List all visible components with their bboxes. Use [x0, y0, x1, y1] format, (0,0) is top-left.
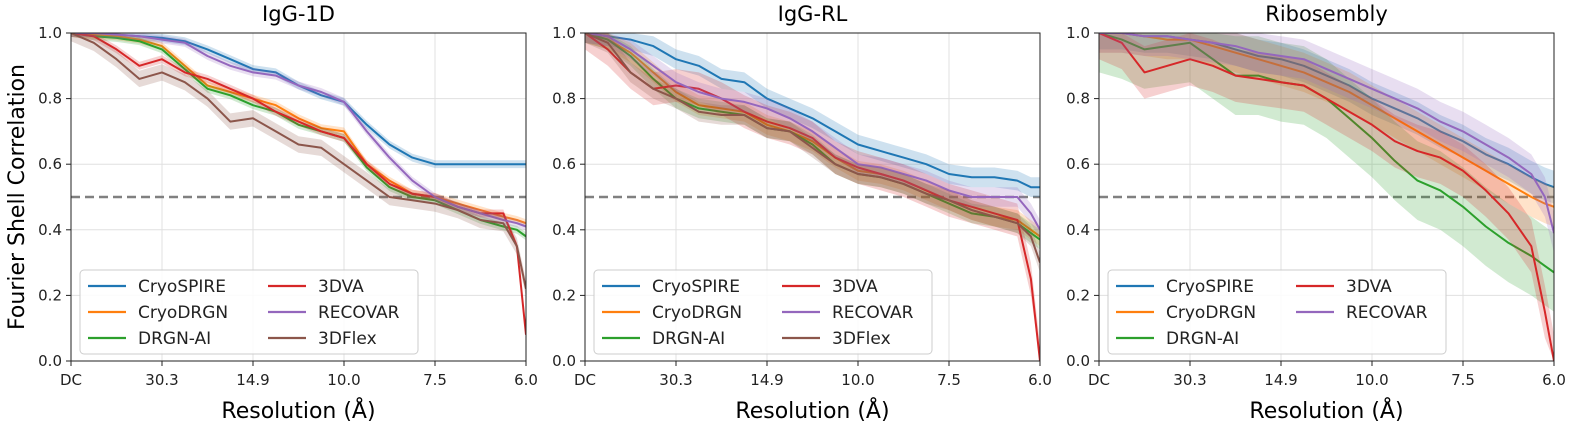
panels: DC 30.3 14.9 10.0 7.5 6.0 0.0 0.2 0.4 0.6 0.8 1.0 Ig…	[38, 2, 1566, 424]
x-tick-label: 7.5	[1451, 371, 1475, 389]
band-3dva	[585, 33, 1040, 361]
y-tick-label: 0.0	[1066, 352, 1090, 370]
y-tick-label: 0.4	[1066, 221, 1090, 239]
x-tick-label: DC	[1088, 371, 1110, 389]
legend-label-3dva: 3DVA	[832, 277, 878, 297]
series-line-3dva	[1099, 33, 1554, 361]
band-3dflex	[585, 33, 1040, 273]
plot-area	[1099, 33, 1554, 361]
panel-ribosembly: DC 30.3 14.9 10.0 7.5 6.0 0.0 0.2 0.4 0.6 0.8 1.0 Ri…	[1066, 2, 1566, 424]
x-tick-label: 30.3	[659, 371, 692, 389]
series-line-3dva	[585, 33, 1040, 361]
panel-igg-rl: DC 30.3 14.9 10.0 7.5 6.0 0.0 0.2 0.4 0.6 0.8 1.0 Ig…	[552, 2, 1052, 424]
x-tick-label: 14.9	[1264, 371, 1297, 389]
x-tick-label: 7.5	[423, 371, 447, 389]
legend-label-recovar: RECOVAR	[832, 303, 914, 323]
y-tick-label: 1.0	[38, 24, 62, 42]
y-tick-label: 0.6	[38, 155, 62, 173]
y-tick-label: 1.0	[552, 24, 576, 42]
y-tick-label: 0.0	[38, 352, 62, 370]
y-tick-label: 0.8	[552, 90, 576, 108]
y-tick-label: 0.2	[38, 286, 62, 304]
plot-area	[71, 33, 526, 339]
legend-label-recovar: RECOVAR	[1346, 303, 1428, 323]
band-drgn-ai	[585, 33, 1040, 250]
legend-label-drgn-ai: DRGN-AI	[138, 329, 211, 349]
legend-label-recovar: RECOVAR	[318, 303, 400, 323]
panel-title: Ribosembly	[1265, 2, 1388, 26]
x-tick-label: 10.0	[841, 371, 874, 389]
y-tick-label: 1.0	[1066, 24, 1090, 42]
series-line-recovar	[585, 33, 1040, 231]
y-tick-label: 0.2	[1066, 286, 1090, 304]
x-tick-label: 10.0	[327, 371, 360, 389]
y-axis-label: Fourier Shell Correlation	[5, 64, 30, 330]
series-line-recovar	[1099, 33, 1554, 234]
legend-label-cryospire: CryoSPIRE	[138, 277, 226, 297]
band-cryospire	[585, 33, 1040, 197]
legend-label-cryospire: CryoSPIRE	[652, 277, 740, 297]
band-drgn-ai	[1099, 33, 1554, 312]
legend-box	[593, 269, 933, 355]
legend-box	[79, 269, 419, 355]
y-tick-label: 0.8	[38, 90, 62, 108]
legend-label-drgn-ai: DRGN-AI	[1166, 329, 1239, 349]
y-tick-label: 0.0	[552, 352, 576, 370]
series-line-drgn-ai	[1099, 33, 1554, 274]
x-tick-label: 6.0	[1542, 371, 1566, 389]
y-tick-label: 0.6	[552, 155, 576, 173]
x-tick-label: DC	[574, 371, 596, 389]
legend: CryoSPIRE CryoDRGN DRGN-AI 3DVA RECOVAR 3DFle…	[593, 269, 933, 355]
legend-label-3dflex: 3DFlex	[318, 329, 377, 349]
legend-label-cryodrgn: CryoDRGN	[138, 303, 228, 323]
band-recovar	[585, 33, 1040, 240]
legend-label-3dva: 3DVA	[318, 277, 364, 297]
x-tick-label: DC	[60, 371, 82, 389]
panel-title: IgG-RL	[778, 2, 848, 26]
legend-box	[1107, 269, 1447, 355]
axes-frame	[1098, 32, 1555, 362]
x-axis-label: Resolution (Å)	[735, 397, 889, 424]
y-tick-label: 0.2	[552, 286, 576, 304]
plot-area	[585, 33, 1040, 361]
y-tick-label: 0.8	[1066, 90, 1090, 108]
series-line-drgn-ai	[585, 33, 1040, 241]
axes-frame	[584, 32, 1041, 362]
x-tick-label: 10.0	[1355, 371, 1388, 389]
series-line-cryospire	[585, 33, 1040, 189]
x-tick-label: 30.3	[145, 371, 178, 389]
legend-label-3dflex: 3DFlex	[832, 329, 891, 349]
y-tick-label: 0.4	[38, 221, 62, 239]
legend: CryoSPIRE CryoDRGN DRGN-AI 3DVA RECOVAR	[1107, 269, 1447, 355]
series-line-recovar	[71, 33, 526, 228]
band-cryodrgn	[71, 33, 526, 228]
legend-label-drgn-ai: DRGN-AI	[652, 329, 725, 349]
x-tick-label: 6.0	[1028, 371, 1052, 389]
legend-label-cryodrgn: CryoDRGN	[1166, 303, 1256, 323]
x-tick-label: 14.9	[236, 371, 269, 389]
legend-label-cryodrgn: CryoDRGN	[652, 303, 742, 323]
y-tick-label: 0.4	[552, 221, 576, 239]
x-tick-label: 14.9	[750, 371, 783, 389]
series-line-cryodrgn	[71, 33, 526, 225]
y-tick-label: 0.6	[1066, 155, 1090, 173]
x-axis-label: Resolution (Å)	[221, 397, 375, 424]
series-line-3dflex	[71, 33, 526, 290]
x-axis-label: Resolution (Å)	[1249, 397, 1403, 424]
x-tick-label: 30.3	[1173, 371, 1206, 389]
x-tick-label: 7.5	[937, 371, 961, 389]
x-tick-label: 6.0	[514, 371, 538, 389]
series-line-cryodrgn	[1099, 33, 1554, 208]
legend: CryoSPIRE CryoDRGN DRGN-AI 3DVA RECOVAR 3DFle…	[79, 269, 419, 355]
panel-igg-1d: DC 30.3 14.9 10.0 7.5 6.0 0.0 0.2 0.4 0.6 0.8 1.0 Ig…	[38, 2, 538, 424]
legend-label-3dva: 3DVA	[1346, 277, 1392, 297]
legend-label-cryospire: CryoSPIRE	[1166, 277, 1254, 297]
series-line-3dflex	[585, 33, 1040, 263]
band-cryodrgn	[1099, 33, 1554, 227]
band-recovar	[1099, 33, 1554, 253]
axes-frame	[70, 32, 527, 362]
panel-title: IgG-1D	[262, 2, 335, 26]
